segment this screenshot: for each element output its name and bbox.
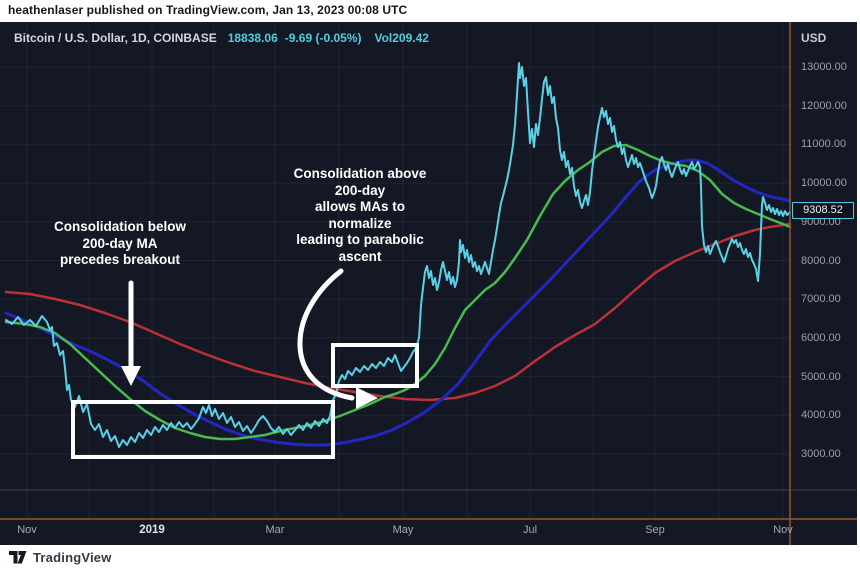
chart-canvas[interactable]	[0, 22, 857, 546]
last-price-label: 9308.52	[792, 201, 854, 219]
y-axis-label: 6000.00	[801, 331, 841, 344]
x-axis-label: Mar	[265, 524, 285, 536]
volume-value: Vol209.42	[374, 31, 429, 45]
y-axis-label: 11000.00	[801, 138, 847, 151]
y-axis-label: 13000.00	[801, 61, 847, 73]
y-axis-label: 7000.00	[801, 293, 841, 306]
y-axis-label: 12000.00	[801, 99, 847, 112]
annotation-text-breakout: Consolidation below 200-day MA precedes …	[54, 219, 186, 267]
y-axis-label: 3000.00	[801, 448, 841, 460]
tradingview-logo-icon[interactable]	[9, 551, 27, 564]
symbol-legend: Bitcoin / U.S. Dollar, 1D, COINBASE 18838…	[14, 31, 429, 45]
x-axis-label: May	[392, 524, 414, 536]
x-axis-label: Sep	[645, 524, 665, 536]
y-axis-label: 4000.00	[801, 409, 841, 422]
annotation-text-parabolic: Consolidation above 200-day allows MAs t…	[293, 166, 427, 264]
price-change: -9.69 (-0.05%)	[284, 31, 362, 45]
x-axis-label: Nov	[17, 524, 37, 536]
footer: TradingView	[0, 545, 860, 570]
tradingview-brand-link[interactable]: TradingView	[33, 550, 112, 565]
y-axis-label: 10000.00	[801, 177, 847, 190]
x-axis-label: Jul	[522, 524, 538, 536]
x-axis-label: Nov	[773, 524, 793, 536]
y-axis-label: 5000.00	[801, 370, 841, 383]
x-axis-label: 2019	[139, 524, 165, 536]
symbol-name: Bitcoin / U.S. Dollar, 1D, COINBASE	[14, 31, 217, 45]
last-trade-price: 18838.06	[227, 31, 278, 45]
y-axis-label: 8000.00	[801, 254, 841, 267]
publish-info: heathenlaser published on TradingView.co…	[8, 3, 408, 17]
axis-currency-label: USD	[801, 31, 827, 45]
